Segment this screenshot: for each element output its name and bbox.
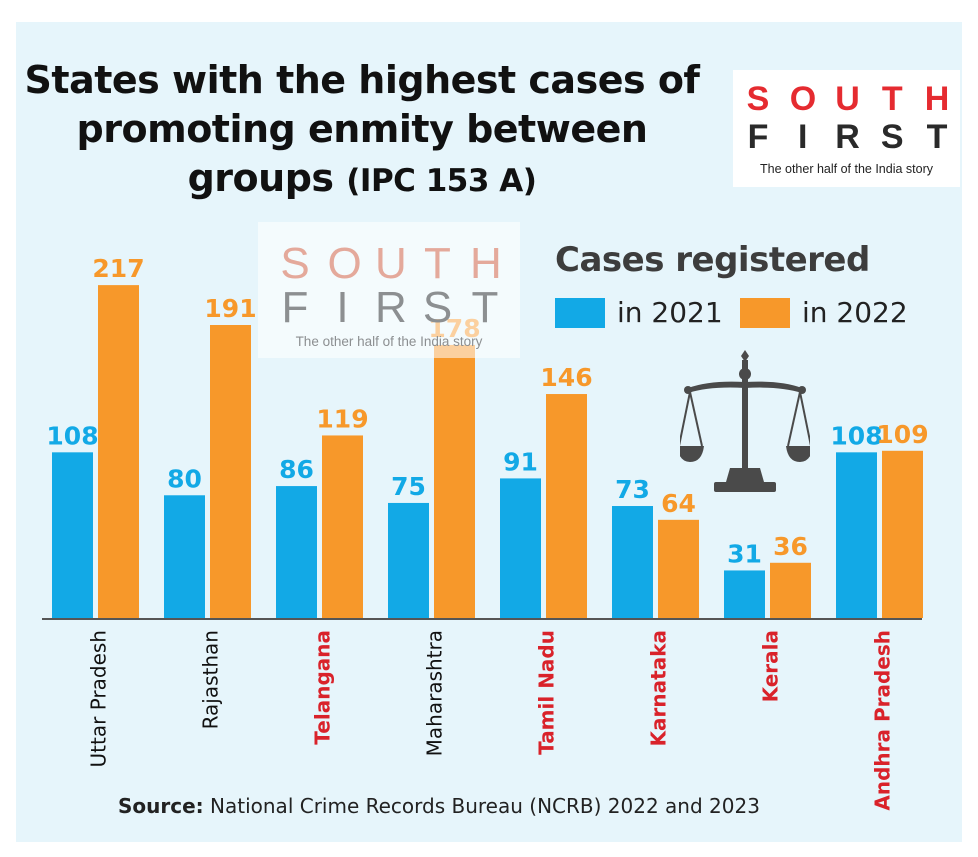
bar-2021 xyxy=(52,452,93,618)
data-label-2021: 73 xyxy=(615,475,650,504)
source-note: Source: National Crime Records Bureau (N… xyxy=(118,794,760,818)
legend-item-2022: in 2022 xyxy=(740,296,908,329)
scales-of-justice-icon xyxy=(680,350,810,492)
data-label-2022: 36 xyxy=(773,532,808,561)
logo-bottom-row: F I R S T xyxy=(745,120,950,154)
data-label-2021: 91 xyxy=(503,447,538,476)
bar-2021 xyxy=(164,495,205,618)
category-label: Telangana xyxy=(311,630,335,745)
watermark-letter: F xyxy=(281,283,309,332)
data-label-2021: 108 xyxy=(46,421,98,450)
watermark-letter: H xyxy=(470,239,502,288)
watermark-letter: T xyxy=(424,239,451,288)
logo-top-row: S O U T H xyxy=(745,82,950,116)
watermark-letter: O xyxy=(327,239,362,288)
data-label-2022: 119 xyxy=(316,404,368,433)
bar-2022 xyxy=(322,435,363,618)
bar-2022 xyxy=(658,519,699,618)
data-label-2022: 146 xyxy=(540,363,592,392)
bar-2022 xyxy=(434,344,475,618)
bar-2021 xyxy=(276,486,317,618)
watermark-letter: I xyxy=(336,283,349,332)
watermark-letter: R xyxy=(375,283,407,332)
watermark-bottom-row: F I R S T xyxy=(280,286,500,330)
logo-letter: I xyxy=(798,118,808,156)
logo-letter: H xyxy=(924,80,950,118)
source-text: National Crime Records Bureau (NCRB) 202… xyxy=(210,794,760,818)
category-label: Rajasthan xyxy=(199,630,223,729)
bar-2021 xyxy=(388,502,429,618)
legend-item-2021: in 2021 xyxy=(555,296,723,329)
legend-swatch-2022 xyxy=(740,297,790,328)
legend-label-2021: in 2021 xyxy=(617,296,723,329)
bar-2022 xyxy=(546,394,587,618)
watermark-letter: S xyxy=(422,283,453,332)
watermark-tagline: The other half of the India story xyxy=(295,334,483,349)
category-label: Tamil Nadu xyxy=(535,630,559,755)
logo-letter: S xyxy=(880,118,904,156)
logo-letter: T xyxy=(881,80,903,118)
data-label-2022: 191 xyxy=(204,294,256,323)
watermark-letter: S xyxy=(280,239,310,288)
chart-title: States with the highest cases of promoti… xyxy=(22,56,702,206)
legend-title: Cases registered xyxy=(555,240,870,280)
legend-label-2022: in 2022 xyxy=(802,296,908,329)
data-label-2022: 109 xyxy=(876,420,928,449)
data-label-2021: 108 xyxy=(830,421,882,450)
title-main: States with the highest cases of promoti… xyxy=(24,58,700,200)
bar-2021 xyxy=(836,452,877,618)
watermark-letter: T xyxy=(471,283,499,332)
data-label-2021: 86 xyxy=(279,455,314,484)
watermark-letter: U xyxy=(375,239,407,288)
bar-2022 xyxy=(98,285,139,618)
south-first-logo: S O U T H F I R S T The other half of th… xyxy=(733,70,960,187)
bar-2022 xyxy=(770,562,811,618)
category-label: Andhra Pradesh xyxy=(871,630,895,811)
category-label: Maharashtra xyxy=(423,630,447,756)
bar-2021 xyxy=(500,478,541,618)
bar-2021 xyxy=(612,506,653,618)
data-label-2022: 64 xyxy=(661,489,696,518)
data-label-2021: 80 xyxy=(167,464,202,493)
logo-letter: T xyxy=(926,118,948,156)
data-label-2021: 31 xyxy=(727,539,762,568)
title-suffix: (IPC 153 A) xyxy=(346,163,537,199)
watermark-top-row: S O U T H xyxy=(280,239,502,288)
bar-2022 xyxy=(882,450,923,618)
bar-2021 xyxy=(724,570,765,618)
data-label-2022: 217 xyxy=(92,254,144,283)
logo-letter: F xyxy=(747,118,769,156)
south-first-watermark: S O U T H F I R S T The other half of th… xyxy=(258,222,520,358)
logo-letter: R xyxy=(835,118,860,156)
logo-letter: S xyxy=(746,80,770,118)
bar-2022 xyxy=(210,325,251,618)
legend-swatch-2021 xyxy=(555,297,605,328)
source-label: Source: xyxy=(118,794,204,818)
data-label-2021: 75 xyxy=(391,472,426,501)
category-label: Uttar Pradesh xyxy=(87,630,111,767)
category-label: Kerala xyxy=(759,630,783,702)
logo-tagline: The other half of the India story xyxy=(759,162,934,176)
logo-letter: O xyxy=(789,80,817,118)
category-label: Karnataka xyxy=(647,630,671,746)
logo-letter: U xyxy=(835,80,860,118)
